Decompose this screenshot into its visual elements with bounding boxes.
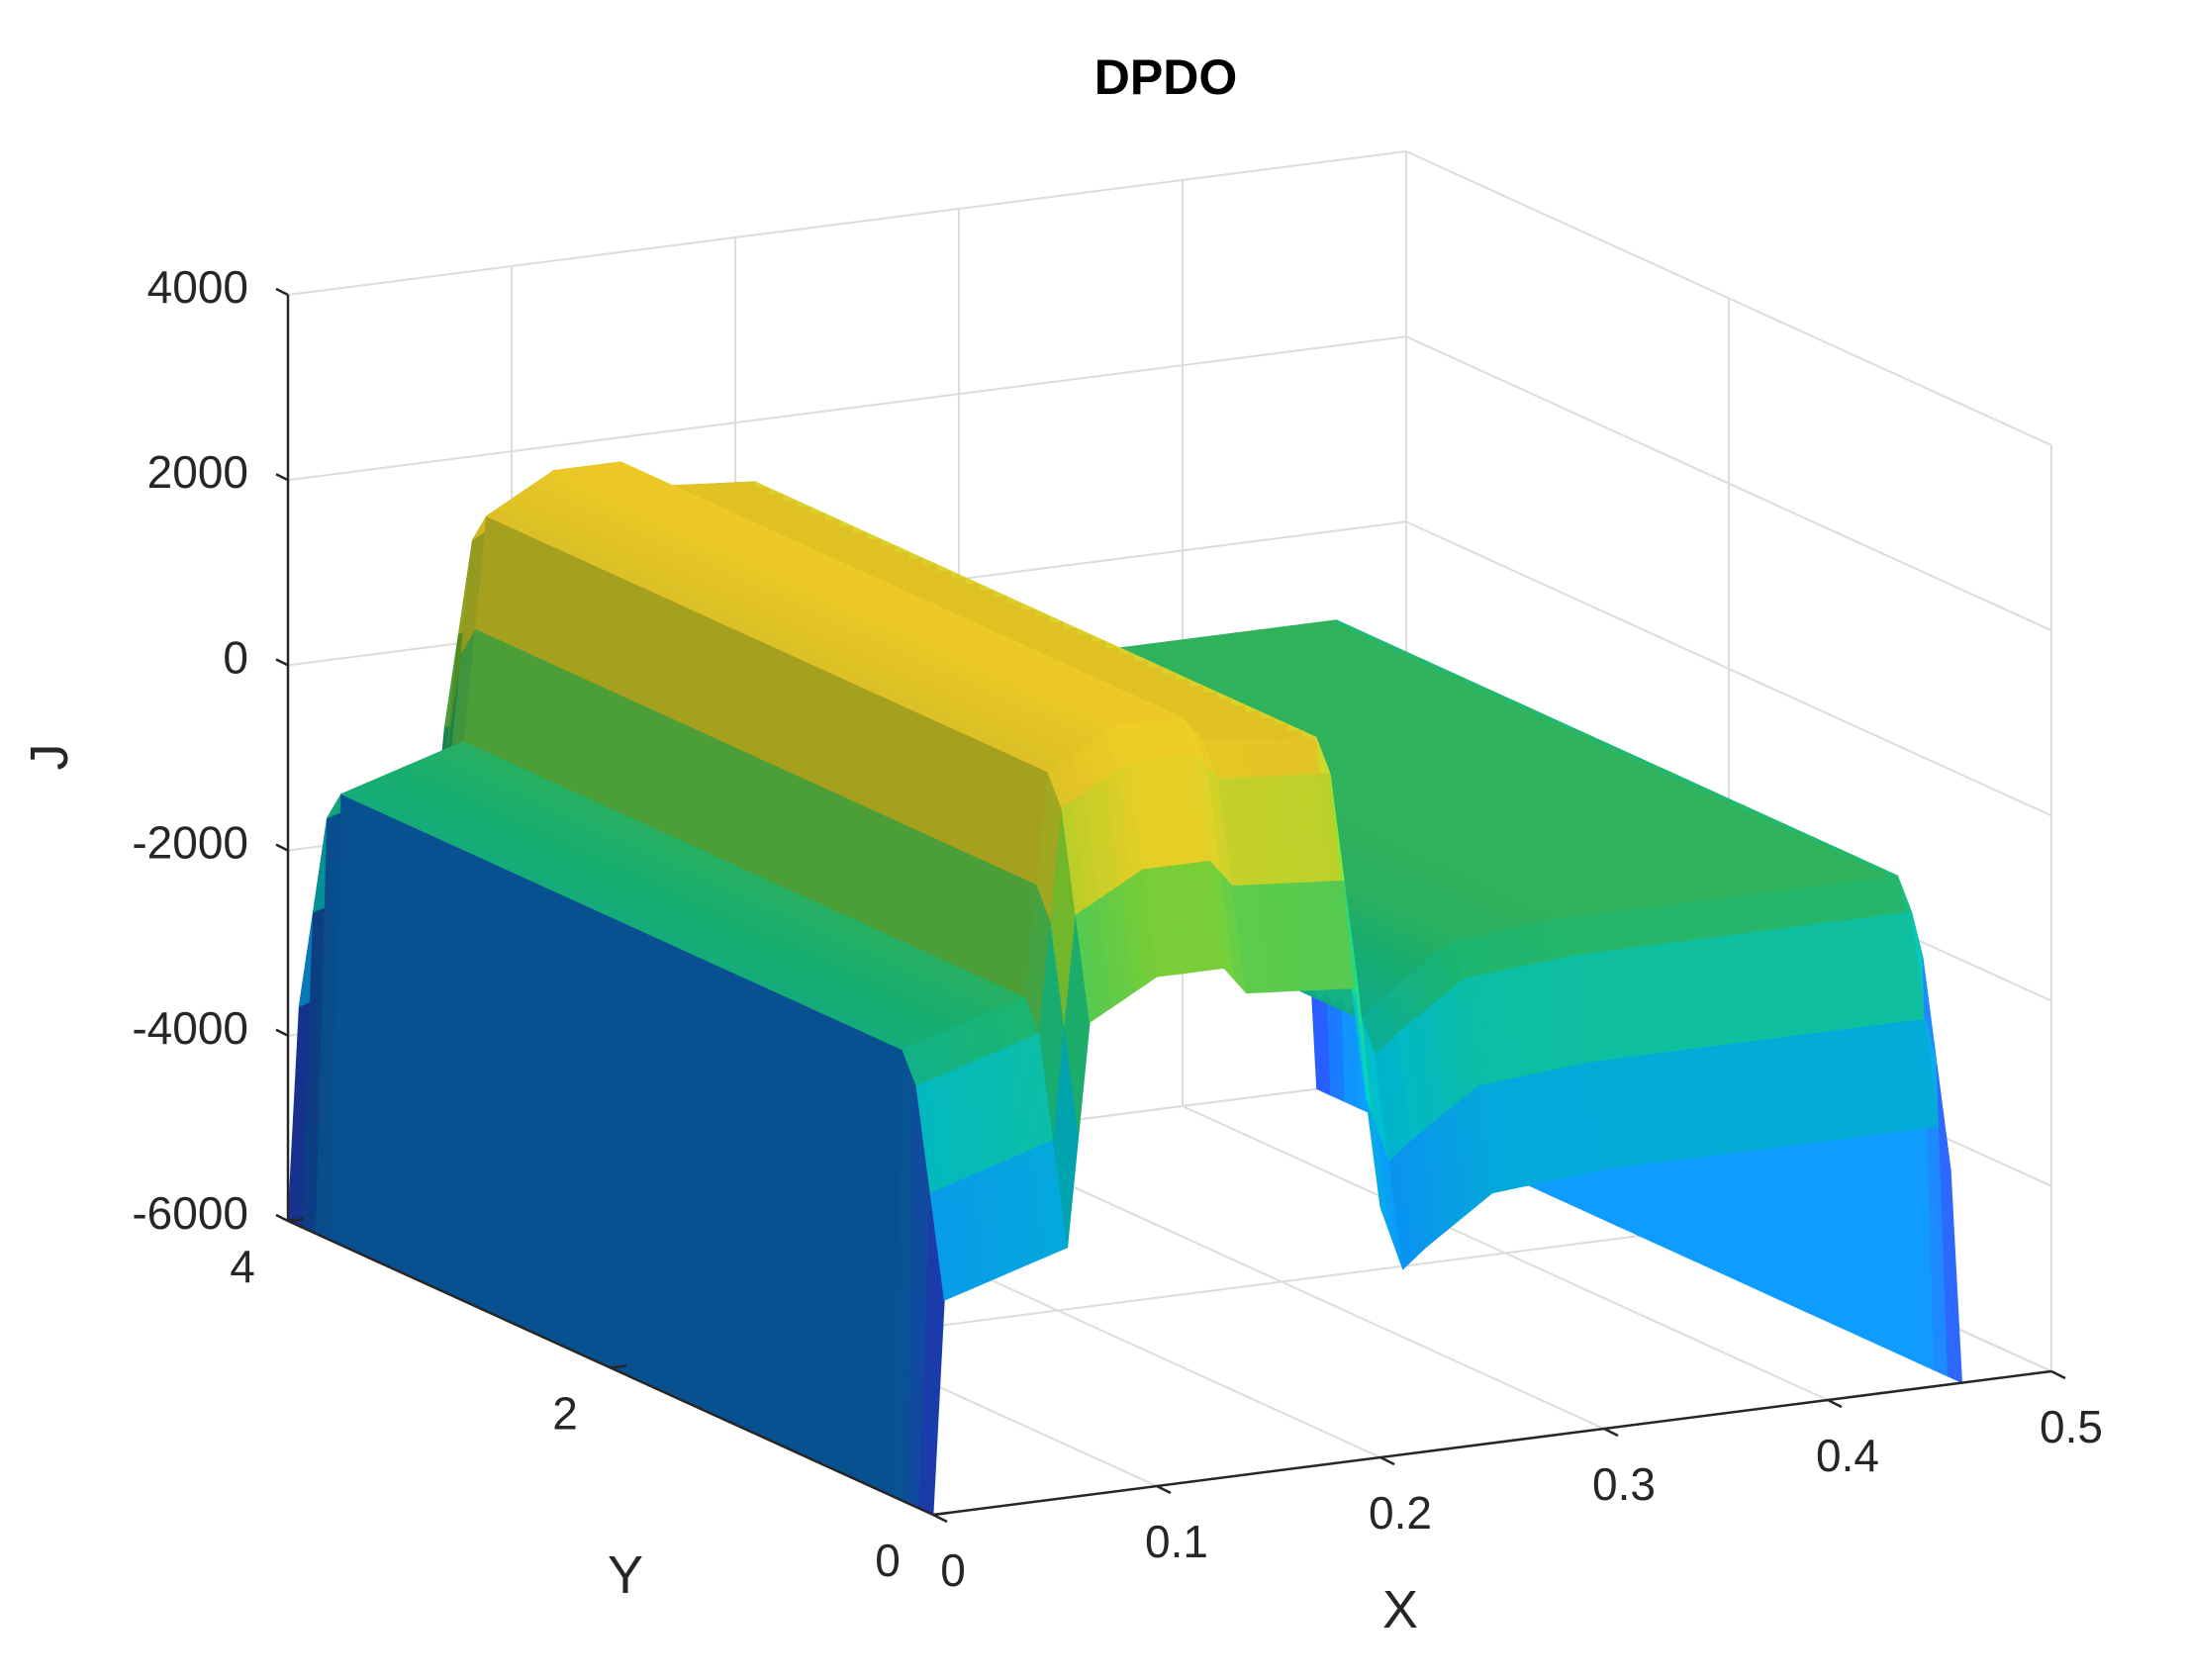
grid-side-z-4: [1405, 335, 2052, 632]
x-tick-label: 0.3: [1592, 1458, 1656, 1510]
grid-back-z-4: [287, 335, 1407, 482]
z-tick-mark: [275, 1213, 289, 1223]
x-tick-mark: [1156, 1484, 1172, 1495]
x-tick-mark: [932, 1513, 948, 1524]
z-tick-mark: [275, 287, 289, 297]
z-tick-label: 2000: [147, 446, 248, 498]
y-tick-mark: [287, 1217, 305, 1223]
y-tick-mark: [932, 1511, 950, 1517]
x-tick-mark: [1827, 1398, 1843, 1409]
x-tick-label: 0.4: [1816, 1430, 1879, 1481]
surface-patch: [1936, 1064, 1963, 1384]
x-tick-mark: [1379, 1455, 1395, 1466]
grid-side-z-3: [1405, 520, 2052, 817]
z-tick-label: 0: [223, 631, 248, 683]
z-tick-mark: [275, 658, 289, 667]
z-tick-mark: [275, 1028, 289, 1037]
grid-back-z-5: [287, 150, 1407, 296]
x-tick-label: 0.5: [2040, 1401, 2103, 1452]
y-tick-label: 4: [230, 1241, 255, 1292]
z-tick-label: -2000: [132, 817, 248, 869]
z-tick-label: -4000: [132, 1002, 248, 1054]
tick-labels: 0 0.1 0.2 0.3 0.4 0.5 0 2 4-6000 -4000 -2000 0 2000 4…: [132, 261, 2103, 1596]
x-tick-label: 0.2: [1369, 1487, 1432, 1539]
z-tick-mark: [275, 473, 289, 482]
y-tick-label: 2: [552, 1388, 578, 1440]
x-axis-line: [932, 1369, 2052, 1517]
y-tick-mark: [610, 1364, 627, 1369]
surface: [287, 461, 1963, 1516]
z-tick-label: -6000: [132, 1187, 248, 1239]
x-tick-mark: [1603, 1427, 1619, 1438]
x-axis-label: X: [1382, 1580, 1418, 1639]
x-tick-mark: [2050, 1369, 2066, 1380]
grid-side-z-5: [1405, 150, 2052, 446]
z-tick-label: 4000: [147, 261, 248, 313]
x-tick-label: 0: [940, 1544, 966, 1596]
x-tick-label: 0.1: [1145, 1516, 1208, 1567]
y-tick-label: 0: [875, 1535, 901, 1586]
chart-title: DPDO: [1094, 49, 1237, 105]
z-tick-mark: [275, 843, 289, 852]
y-axis-label: Y: [608, 1545, 643, 1605]
z-axis-label: J: [20, 744, 79, 771]
